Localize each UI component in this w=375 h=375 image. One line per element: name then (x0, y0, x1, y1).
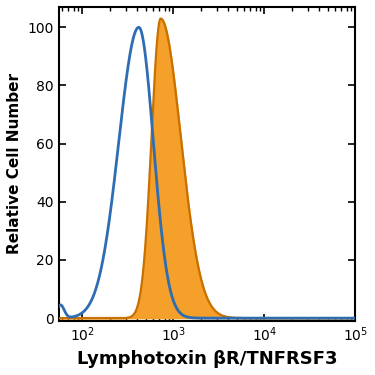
Y-axis label: Relative Cell Number: Relative Cell Number (7, 74, 22, 255)
X-axis label: Lymphotoxin βR/TNFRSF3: Lymphotoxin βR/TNFRSF3 (77, 350, 338, 368)
